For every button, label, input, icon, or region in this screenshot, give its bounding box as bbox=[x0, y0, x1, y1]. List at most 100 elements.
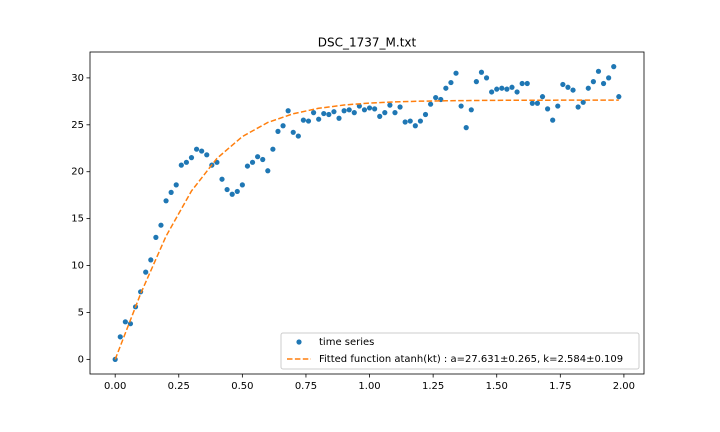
point bbox=[331, 109, 337, 115]
y-tick-label: 20 bbox=[71, 167, 84, 178]
point bbox=[122, 319, 128, 325]
point bbox=[295, 133, 301, 139]
point bbox=[310, 110, 317, 116]
point bbox=[422, 111, 429, 118]
point bbox=[453, 70, 459, 76]
legend-marker bbox=[296, 339, 302, 345]
point bbox=[204, 152, 210, 158]
x-tick-label: 0.25 bbox=[168, 381, 190, 392]
point bbox=[163, 198, 169, 204]
x-tick-label: 2.00 bbox=[613, 381, 635, 392]
point bbox=[585, 85, 591, 91]
point bbox=[249, 159, 256, 165]
point bbox=[244, 163, 251, 169]
point bbox=[178, 162, 184, 168]
point bbox=[473, 79, 479, 85]
point bbox=[544, 106, 551, 112]
point bbox=[158, 222, 164, 228]
point bbox=[392, 110, 398, 116]
point bbox=[565, 84, 571, 90]
point bbox=[458, 103, 464, 109]
point bbox=[275, 128, 281, 134]
point bbox=[356, 103, 362, 109]
point bbox=[463, 125, 469, 131]
x-tick-label: 0.00 bbox=[104, 381, 126, 392]
point bbox=[550, 117, 556, 123]
legend-label: Fitted function atanh(kt) : a=27.631±0.2… bbox=[319, 354, 623, 365]
axes-frame bbox=[89, 51, 645, 375]
point bbox=[417, 118, 424, 124]
point bbox=[305, 118, 312, 124]
point bbox=[316, 116, 322, 122]
point bbox=[153, 234, 159, 240]
x-tick-label: 0.75 bbox=[295, 381, 317, 392]
point bbox=[494, 86, 500, 92]
point bbox=[519, 80, 525, 87]
y-tick-label: 0 bbox=[78, 354, 84, 365]
point bbox=[372, 106, 378, 112]
point bbox=[280, 123, 286, 129]
point bbox=[560, 81, 566, 88]
point bbox=[219, 176, 225, 182]
point bbox=[483, 75, 490, 81]
point bbox=[168, 189, 174, 195]
point bbox=[595, 68, 602, 74]
point bbox=[402, 119, 408, 125]
point bbox=[290, 129, 296, 135]
point bbox=[387, 102, 393, 108]
point bbox=[260, 156, 266, 163]
y-tick-label: 25 bbox=[71, 120, 84, 131]
point bbox=[346, 107, 352, 113]
point bbox=[229, 191, 235, 197]
point bbox=[590, 79, 596, 85]
point bbox=[199, 148, 205, 154]
point bbox=[361, 107, 368, 113]
legend-label: time series bbox=[319, 337, 374, 348]
point bbox=[534, 100, 541, 106]
chart-title: DSC_1737_M.txt bbox=[318, 36, 417, 50]
y-tick-label: 10 bbox=[71, 261, 84, 272]
point bbox=[117, 334, 123, 340]
point bbox=[443, 85, 449, 91]
x-tick-label: 1.00 bbox=[358, 381, 380, 392]
point bbox=[489, 89, 495, 95]
point bbox=[326, 111, 332, 118]
point bbox=[255, 154, 261, 160]
point bbox=[224, 186, 230, 193]
point bbox=[407, 118, 413, 124]
point bbox=[433, 94, 439, 101]
point bbox=[183, 159, 190, 165]
point bbox=[504, 86, 510, 92]
point bbox=[300, 117, 307, 123]
x-tick-label: 1.75 bbox=[549, 381, 571, 392]
y-tick-label: 30 bbox=[71, 73, 84, 84]
point bbox=[616, 94, 622, 100]
point bbox=[468, 107, 474, 113]
point bbox=[611, 64, 617, 70]
point bbox=[351, 110, 357, 116]
point bbox=[448, 79, 454, 86]
x-tick-label: 1.50 bbox=[486, 381, 508, 392]
point bbox=[173, 182, 179, 188]
point bbox=[143, 269, 149, 275]
y-tick-label: 5 bbox=[78, 307, 84, 318]
point bbox=[239, 182, 245, 188]
point bbox=[606, 75, 612, 81]
point bbox=[285, 108, 291, 114]
point bbox=[555, 103, 561, 109]
point bbox=[478, 69, 485, 75]
point bbox=[514, 89, 520, 95]
point bbox=[412, 123, 418, 129]
point bbox=[188, 155, 195, 161]
point bbox=[341, 108, 347, 114]
point bbox=[366, 105, 373, 111]
point bbox=[427, 101, 434, 107]
fit-line bbox=[114, 99, 619, 360]
point bbox=[265, 168, 271, 174]
point bbox=[321, 110, 327, 117]
point bbox=[570, 87, 576, 93]
point bbox=[377, 113, 383, 119]
point bbox=[382, 110, 388, 116]
